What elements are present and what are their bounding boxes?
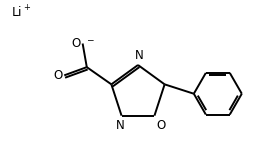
Text: −: − <box>86 35 93 44</box>
Text: N: N <box>135 49 143 62</box>
Text: Li: Li <box>12 6 23 19</box>
Text: +: + <box>23 3 30 12</box>
Text: O: O <box>156 119 166 132</box>
Text: O: O <box>53 69 62 82</box>
Text: N: N <box>116 119 125 132</box>
Text: O: O <box>71 37 81 50</box>
